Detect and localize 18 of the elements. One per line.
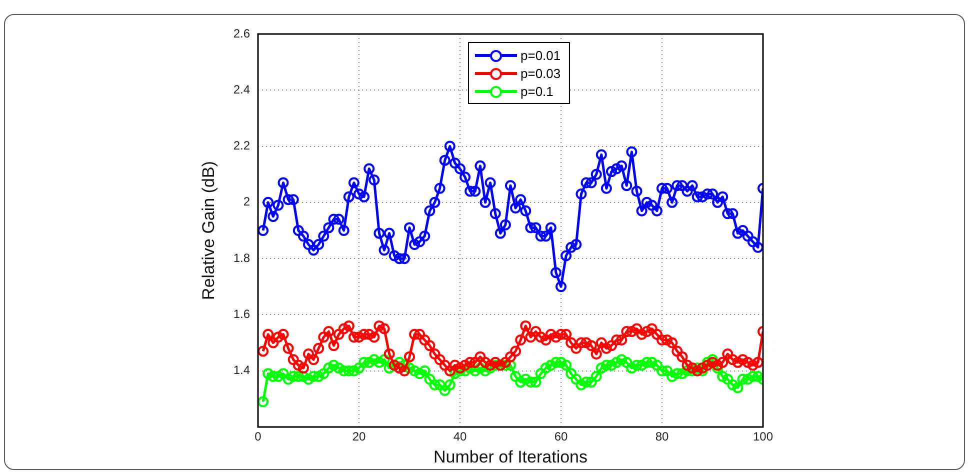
x-tick-label: 60: [554, 430, 568, 444]
y-tick-label: 1.8: [233, 250, 250, 265]
legend-label: p=0.01: [520, 48, 561, 62]
legend-label: p=0.03: [520, 66, 561, 80]
y-axis-title: Relative Gain (dB): [198, 161, 218, 300]
y-tick-label: 2: [243, 194, 250, 209]
y-tick-label: 1.6: [233, 307, 250, 322]
x-tick-label: 80: [655, 430, 669, 444]
y-tick-label: 2.2: [233, 138, 250, 153]
x-axis-title: Number of Iterations: [433, 447, 588, 466]
x-tick-label: 40: [453, 430, 467, 444]
x-tick-label: 100: [752, 430, 774, 444]
x-tick-label: 20: [352, 430, 366, 444]
y-tick-label: 1.4: [233, 363, 250, 378]
y-tick-label: 2.4: [233, 82, 250, 96]
legend-label: p=0.1: [520, 84, 554, 98]
x-tick-label: 0: [254, 430, 262, 444]
y-tick-label: 2.6: [233, 26, 250, 40]
